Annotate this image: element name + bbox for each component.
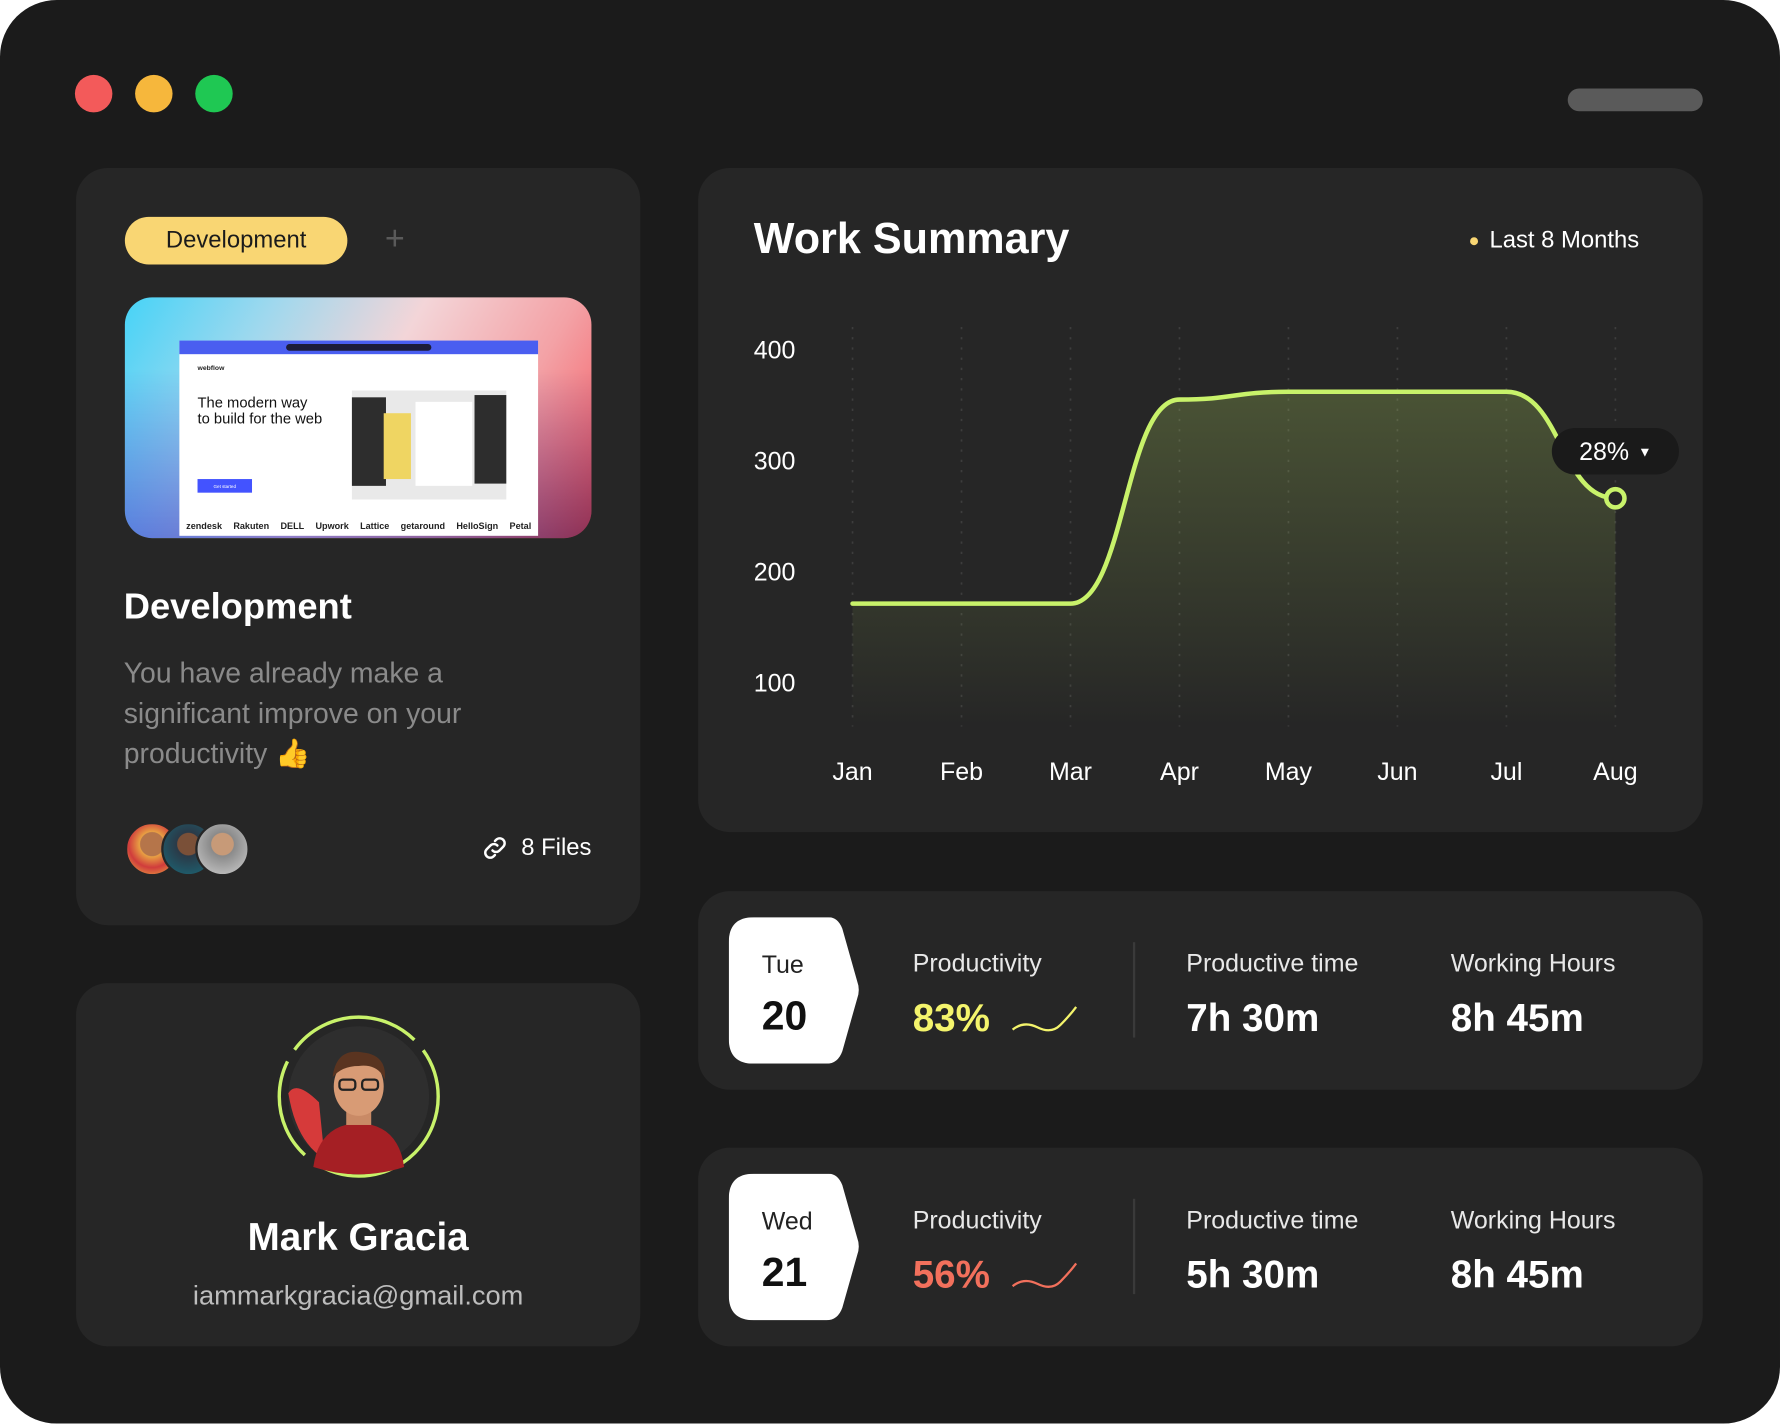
project-preview-image: webflow The modern way to build for the … xyxy=(124,297,592,539)
profile-email: iammarkgracia@gmail.com xyxy=(192,1280,524,1312)
chart-line xyxy=(850,389,1618,606)
logo: Petal xyxy=(509,521,532,532)
logo: Upwork xyxy=(315,521,349,532)
preview-brand: webflow xyxy=(197,365,225,373)
logo: Rakuten xyxy=(233,521,270,532)
working-hours-label: Working Hours xyxy=(1450,949,1616,978)
x-tick-label: Apr xyxy=(1160,758,1199,786)
productivity-label: Productivity xyxy=(912,949,1042,978)
divider xyxy=(1132,942,1136,1038)
y-tick-label: 400 xyxy=(754,337,796,365)
preview-headline: The modern way to build for the web xyxy=(197,393,323,427)
project-card: Development + webflow The modern way to … xyxy=(76,168,641,926)
trend-sparkline xyxy=(1011,1262,1078,1288)
add-tag-button[interactable]: + xyxy=(384,220,405,258)
x-tick-label: Jul xyxy=(1490,758,1522,786)
link-icon xyxy=(484,837,507,859)
browser-mockup: webflow The modern way to build for the … xyxy=(179,340,539,536)
weekday: Wed xyxy=(761,1206,813,1236)
x-tick-label: Aug xyxy=(1593,758,1637,786)
logo: zendesk xyxy=(186,521,223,532)
trend-sparkline xyxy=(1011,1006,1078,1032)
day-stat-card: Tue 20 Productivity 83% Productive time … xyxy=(698,891,1703,1090)
range-selector[interactable]: Last 8 Months xyxy=(1470,227,1639,254)
preview-logos: zendesk Rakuten DELL Upwork Lattice getaround… xyxy=(186,521,531,532)
category-tag[interactable]: Development xyxy=(124,216,348,265)
x-tick-label: Feb xyxy=(940,758,983,786)
data-point-marker xyxy=(1604,486,1627,510)
bullet-icon xyxy=(1470,236,1479,245)
working-hours-value: 8h 45m xyxy=(1450,996,1584,1040)
chart-title: Work Summary xyxy=(753,215,1070,264)
day-stat-card: Wed 21 Productivity 56% Productive time … xyxy=(698,1147,1703,1347)
y-tick-label: 100 xyxy=(754,669,796,697)
date-badge xyxy=(728,1173,859,1321)
working-hours-value: 8h 45m xyxy=(1450,1253,1584,1297)
date-badge xyxy=(728,917,859,1064)
window-handle[interactable] xyxy=(1567,88,1703,112)
close-button[interactable] xyxy=(74,74,113,113)
caret-down-icon: ▼ xyxy=(1638,443,1652,460)
weekday: Tue xyxy=(761,950,804,979)
day-number: 21 xyxy=(761,1248,808,1296)
productive-time-value: 5h 30m xyxy=(1186,1253,1320,1297)
productive-time-value: 7h 30m xyxy=(1186,996,1320,1040)
files-link[interactable]: 8 Files xyxy=(480,833,591,863)
preview-cta: Get started xyxy=(197,479,253,493)
productivity-value: 56% xyxy=(912,1253,990,1297)
x-tick-label: Jan xyxy=(832,758,872,786)
profile-card: Mark Gracia iammarkgracia@gmail.com xyxy=(76,983,641,1347)
x-tick-label: May xyxy=(1265,758,1313,786)
x-tick-label: Jun xyxy=(1377,758,1417,786)
minimize-button[interactable] xyxy=(135,74,173,113)
logo: Lattice xyxy=(360,521,390,532)
project-title: Development xyxy=(123,585,352,627)
productivity-label: Productivity xyxy=(912,1205,1042,1234)
logo: DELL xyxy=(280,521,305,532)
logo: HelloSign xyxy=(456,521,499,532)
y-tick-label: 200 xyxy=(754,559,796,587)
work-summary-card: Work Summary Last 8 Months Jan Feb Mar Apr M… xyxy=(698,168,1703,833)
productive-time-label: Productive time xyxy=(1186,1205,1359,1234)
maximize-button[interactable] xyxy=(195,74,233,113)
project-description: You have already make a significant impr… xyxy=(123,657,462,770)
x-tick-label: Mar xyxy=(1049,758,1092,786)
profile-name: Mark Gracia xyxy=(247,1215,469,1259)
range-label: Last 8 Months xyxy=(1489,227,1640,254)
avatar[interactable] xyxy=(195,821,250,877)
work-summary-chart: Jan Feb Mar Apr May Jun Jul Aug 400 300 200 100 xyxy=(754,326,1638,786)
productivity-value: 83% xyxy=(912,996,990,1040)
tooltip-value: 28% xyxy=(1579,436,1630,465)
working-hours-label: Working Hours xyxy=(1450,1205,1616,1234)
y-tick-label: 300 xyxy=(754,448,796,476)
value-tooltip[interactable]: 28% ▼ xyxy=(1551,427,1679,475)
divider xyxy=(1132,1198,1136,1295)
profile-avatar[interactable] xyxy=(274,1011,444,1181)
files-count: 8 Files xyxy=(521,834,592,861)
chart-area xyxy=(852,391,1616,727)
day-number: 20 xyxy=(761,992,808,1039)
productive-time-label: Productive time xyxy=(1186,949,1359,978)
logo: getaround xyxy=(400,521,446,532)
